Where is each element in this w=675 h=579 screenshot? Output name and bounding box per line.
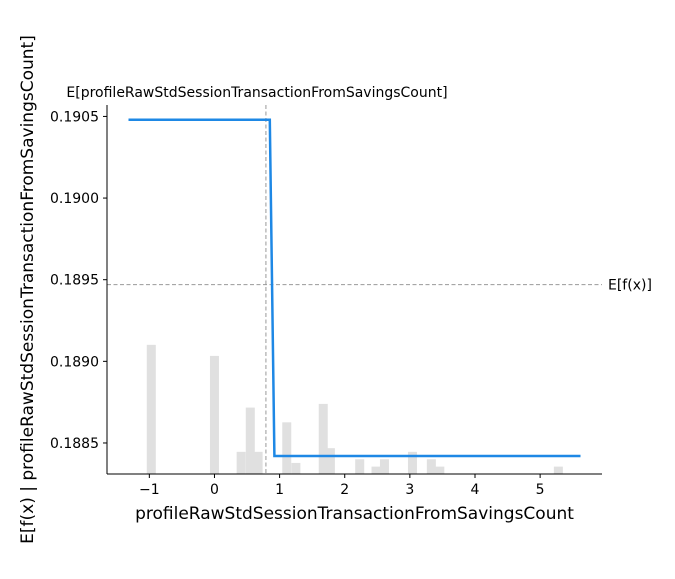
x-tick-label: 2 [340,482,349,498]
histogram-bar [379,459,389,474]
y-axis-label: E[f(x) | profileRawStdSessionTransaction… [18,35,38,544]
x-tick-label: 4 [471,482,480,498]
series-layer [128,118,581,458]
histogram-bar [426,459,436,474]
histogram-bar [245,407,255,474]
histogram [146,344,563,474]
histogram-bar [371,466,381,474]
y-tick-label: 0.1885 [50,436,99,452]
y-tick-label: 0.1905 [50,109,99,125]
y-tick-label: 0.1900 [50,191,99,207]
histogram-bar [435,466,445,474]
x-axis-label: profileRawStdSessionTransactionFromSavin… [135,504,574,524]
labels: profileRawStdSessionTransactionFromSavin… [18,35,652,544]
expected-value-label: E[f(x)] [608,278,652,294]
histogram-bar [407,451,417,474]
histogram-bar [355,459,365,474]
axes: −1 0 1 2 3 4 5 0.1885 0.1890 0.1895 0.1900 0.1905 [50,105,602,498]
x-tick-label: 0 [210,482,219,498]
histogram-bar [553,466,563,474]
partial-dependence-line [128,118,581,458]
histogram-bar [282,422,292,474]
x-tick-label: 5 [536,482,545,498]
y-tick-label: 0.1890 [50,354,99,370]
x-tick-label: −1 [139,482,160,498]
histogram-bar [318,403,328,474]
expected-feature-label: E[profileRawStdSessionTransactionFromSav… [66,85,447,101]
histogram-bar [253,451,263,474]
histogram-bar [325,448,335,474]
y-tick-label: 0.1895 [50,273,99,289]
x-tick-label: 3 [405,482,414,498]
histogram-bar [291,462,301,474]
x-tick-label: 1 [275,482,284,498]
histogram-bar [236,451,246,474]
histogram-bar [146,344,156,474]
reference-lines [107,105,602,474]
histogram-bar [209,355,219,474]
